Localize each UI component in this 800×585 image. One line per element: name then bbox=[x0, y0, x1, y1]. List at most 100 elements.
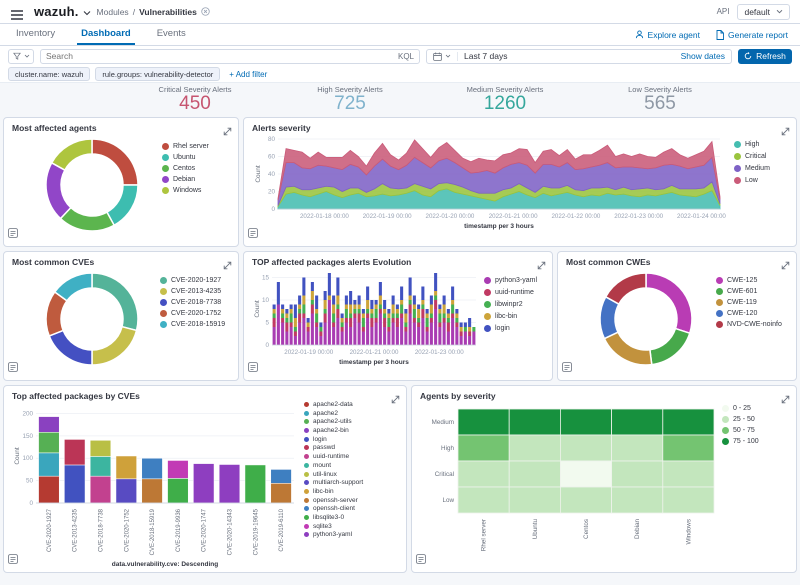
legend-item[interactable]: Debian bbox=[162, 176, 209, 183]
alerts-severity-chart[interactable]: 0 20 40 60 80 2022-01-18 00:00 2022-01-19 00:0… bbox=[252, 133, 788, 241]
explore-agent-button[interactable]: Explore agent bbox=[635, 30, 700, 40]
svg-text:Windows: Windows bbox=[685, 519, 692, 545]
legend-item[interactable]: CVE-2020-1927 bbox=[160, 277, 225, 284]
expand-panel-icon[interactable] bbox=[781, 391, 790, 409]
svg-text:CVE-2020-1927: CVE-2020-1927 bbox=[47, 508, 53, 552]
expand-panel-icon[interactable] bbox=[537, 257, 546, 275]
legend-item[interactable]: 75 - 100 bbox=[722, 438, 759, 445]
legend-item[interactable]: libc-bin bbox=[304, 488, 363, 495]
inspect-panel-icon[interactable] bbox=[248, 359, 258, 377]
filter-chip-cluster[interactable]: cluster.name: wazuh bbox=[8, 67, 91, 81]
expand-panel-icon[interactable] bbox=[781, 257, 790, 275]
legend-item[interactable]: uuid-runtime bbox=[304, 453, 363, 460]
show-dates-button[interactable]: Show dates bbox=[680, 51, 725, 61]
legend-item[interactable]: Medium bbox=[734, 165, 770, 172]
legend-swatch bbox=[304, 523, 309, 529]
legend-item[interactable]: multiarch-support bbox=[304, 479, 363, 486]
legend-item[interactable]: apache2-bin bbox=[304, 427, 363, 434]
legend-item[interactable]: High bbox=[734, 141, 770, 148]
kql-toggle[interactable]: KQL bbox=[397, 51, 414, 61]
inspect-panel-icon[interactable] bbox=[8, 225, 18, 243]
legend-item[interactable]: login bbox=[304, 436, 363, 443]
expand-panel-icon[interactable] bbox=[223, 123, 232, 141]
legend-item[interactable]: mount bbox=[304, 462, 363, 469]
chevron-down-icon[interactable] bbox=[83, 3, 91, 21]
legend-item[interactable]: Rhel server bbox=[162, 143, 209, 150]
close-pinned-module-icon[interactable] bbox=[201, 7, 210, 16]
legend-label: libc-bin bbox=[313, 487, 334, 495]
chart-legend: CWE-125 CWE-601 CWE-119 CWE-120 NVD-CWE-noin… bbox=[716, 277, 782, 328]
add-filter-button[interactable]: + Add filter bbox=[229, 69, 268, 79]
legend-item[interactable]: libsqlite3-0 bbox=[304, 514, 363, 521]
menu-icon[interactable] bbox=[10, 7, 24, 20]
generate-report-button[interactable]: Generate report bbox=[716, 30, 788, 40]
legend-item[interactable]: Low bbox=[734, 177, 770, 184]
inspect-panel-icon[interactable] bbox=[416, 551, 426, 569]
packages-by-cves-chart[interactable]: 0 50 100 150 200 CVE-2020-1927 CVE-2013-4235 CV… bbox=[12, 401, 398, 568]
legend-item[interactable]: CWE-120 bbox=[716, 310, 782, 317]
inspect-panel-icon[interactable] bbox=[8, 551, 18, 569]
legend-item[interactable]: NVD-CWE-noinfo bbox=[716, 321, 782, 328]
legend-item[interactable]: openssh-client bbox=[304, 505, 363, 512]
legend-item[interactable]: apache2-data bbox=[304, 401, 363, 408]
filter-chip-rule-groups[interactable]: rule.groups: vulnerability-detector bbox=[95, 67, 221, 81]
inspect-panel-icon[interactable] bbox=[8, 359, 18, 377]
legend-item[interactable]: CWE-601 bbox=[716, 288, 782, 295]
legend-item[interactable]: apache2-utils bbox=[304, 418, 363, 425]
inspect-panel-icon[interactable] bbox=[248, 225, 258, 243]
most-common-cwes-chart[interactable]: CWE-125 CWE-601 CWE-119 CWE-120 NVD-CWE-noin… bbox=[566, 267, 788, 375]
legend-item[interactable]: 25 - 50 bbox=[722, 416, 759, 423]
legend-item[interactable]: libc-bin bbox=[484, 313, 537, 320]
packages-evolution-chart[interactable]: 0 5 10 15 2022-01-19 00:00 2022-01-21 00:00 20… bbox=[252, 267, 544, 375]
legend-item[interactable]: CVE-2013-4235 bbox=[160, 288, 225, 295]
tab-dashboard[interactable]: Dashboard bbox=[77, 24, 135, 45]
report-icon bbox=[716, 29, 724, 40]
dashboard: Most affected agents Rhel server Ubuntu Ce… bbox=[0, 115, 800, 573]
svg-text:CVE-2019-9936: CVE-2019-9936 bbox=[176, 508, 182, 552]
legend-swatch bbox=[304, 454, 309, 460]
most-common-cves-chart[interactable]: CVE-2020-1927 CVE-2013-4235 CVE-2018-7738 C… bbox=[12, 267, 230, 375]
legend-item[interactable]: Critical bbox=[734, 153, 770, 160]
legend-item[interactable]: Ubuntu bbox=[162, 154, 209, 161]
breadcrumb-page[interactable]: Vulnerabilities bbox=[139, 6, 197, 17]
legend-item[interactable]: Windows bbox=[162, 187, 209, 194]
refresh-button[interactable]: Refresh bbox=[738, 48, 792, 64]
legend-swatch bbox=[716, 310, 723, 317]
legend-item[interactable]: CVE-2020-1752 bbox=[160, 310, 225, 317]
date-picker-calendar-button[interactable] bbox=[433, 51, 458, 61]
legend-item[interactable]: CWE-125 bbox=[716, 277, 782, 284]
inspect-panel-icon[interactable] bbox=[562, 359, 572, 377]
svg-text:0: 0 bbox=[271, 206, 275, 213]
legend-item[interactable]: sqlite3 bbox=[304, 523, 363, 530]
search-input[interactable] bbox=[46, 51, 394, 61]
expand-panel-icon[interactable] bbox=[781, 123, 790, 141]
api-selector[interactable]: default bbox=[737, 3, 790, 20]
legend-item[interactable]: apache2 bbox=[304, 410, 363, 417]
saved-query-menu-button[interactable] bbox=[8, 48, 34, 64]
legend-item[interactable]: python3-yaml bbox=[304, 531, 363, 538]
legend-item[interactable]: login bbox=[484, 325, 537, 332]
legend-item[interactable]: CWE-119 bbox=[716, 299, 782, 306]
agents-by-severity-chart[interactable]: Medium High Critical Low Rhel server Ubuntu Ce… bbox=[420, 401, 788, 567]
legend-item[interactable]: openssh-server bbox=[304, 497, 363, 504]
legend-item[interactable]: python3-yaml bbox=[484, 277, 537, 284]
search-input-wrap: KQL bbox=[40, 48, 420, 64]
metric-value: 565 bbox=[644, 92, 676, 114]
expand-panel-icon[interactable] bbox=[223, 257, 232, 275]
expand-panel-icon[interactable] bbox=[391, 391, 400, 409]
most-affected-agents-chart[interactable]: Rhel server Ubuntu Centos Debian Windows bbox=[12, 133, 230, 241]
legend-item[interactable]: CVE-2018-7738 bbox=[160, 299, 225, 306]
legend-item[interactable]: uuid-runtime bbox=[484, 289, 537, 296]
tab-events[interactable]: Events bbox=[156, 28, 186, 39]
legend-item[interactable]: CVE-2018-15919 bbox=[160, 321, 225, 328]
legend-item[interactable]: passwd bbox=[304, 444, 363, 451]
breadcrumb-section[interactable]: Modules bbox=[96, 6, 129, 17]
legend-item[interactable]: libwinpr2 bbox=[484, 301, 537, 308]
tab-inventory[interactable]: Inventory bbox=[16, 28, 56, 39]
legend-item[interactable]: 50 - 75 bbox=[722, 427, 759, 434]
date-range-value[interactable]: Last 7 days bbox=[464, 51, 508, 61]
legend-item[interactable]: 0 - 25 bbox=[722, 405, 759, 412]
wazuh-logo[interactable]: wazuh. bbox=[34, 4, 79, 19]
legend-item[interactable]: Centos bbox=[162, 165, 209, 172]
legend-item[interactable]: util-linux bbox=[304, 471, 363, 478]
